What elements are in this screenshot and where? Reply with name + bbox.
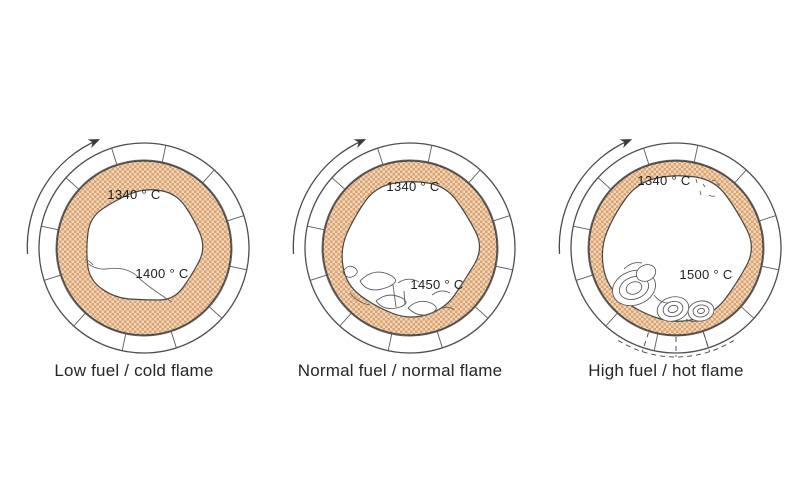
panel-caption: High fuel / hot flame — [588, 361, 744, 380]
material-bed-line — [84, 258, 173, 303]
coating-layer — [322, 160, 498, 336]
rotation-arrow-icon — [292, 139, 367, 255]
temp-label-bottom: 1400 ° C — [135, 266, 188, 281]
kiln-cross-section-normal: 1340 ° C 1450 ° C — [292, 139, 516, 354]
panel-high-fuel: 1340 ° C 1500 ° C High fuel / hot flame — [541, 123, 791, 381]
temp-label-bottom: 1450 ° C — [410, 277, 463, 292]
panel-caption: Normal fuel / normal flame — [297, 361, 503, 380]
coating-layer — [56, 160, 232, 336]
clinker-balls — [612, 262, 715, 323]
temp-label-bottom: 1500 ° C — [679, 267, 732, 282]
panel-caption: Low fuel / cold flame — [54, 361, 214, 380]
kiln-coating-figure: 1340 ° C 1400 ° C Low fuel / cold flame — [9, 123, 791, 381]
rotation-arrow-icon — [26, 139, 101, 255]
kiln-cross-section-low: 1340 ° C 1400 ° C — [26, 139, 250, 354]
panel-normal-fuel: 1340 ° C 1450 ° C Normal fuel / normal f… — [275, 123, 525, 381]
panel-low-fuel: 1340 ° C 1400 ° C Low fuel / cold flame — [9, 123, 259, 381]
temp-label-top: 1340 ° C — [107, 187, 160, 202]
coating-layer — [588, 160, 764, 336]
kiln-cross-section-high: 1340 ° C 1500 ° C — [558, 139, 782, 358]
dashed-shell-bottom — [617, 332, 735, 358]
temp-label-top: 1340 ° C — [386, 179, 439, 194]
dust-particles — [695, 178, 720, 197]
rotation-arrow-icon — [558, 139, 633, 255]
clinker-squiggles — [342, 265, 455, 316]
temp-label-top: 1340 ° C — [637, 173, 690, 188]
